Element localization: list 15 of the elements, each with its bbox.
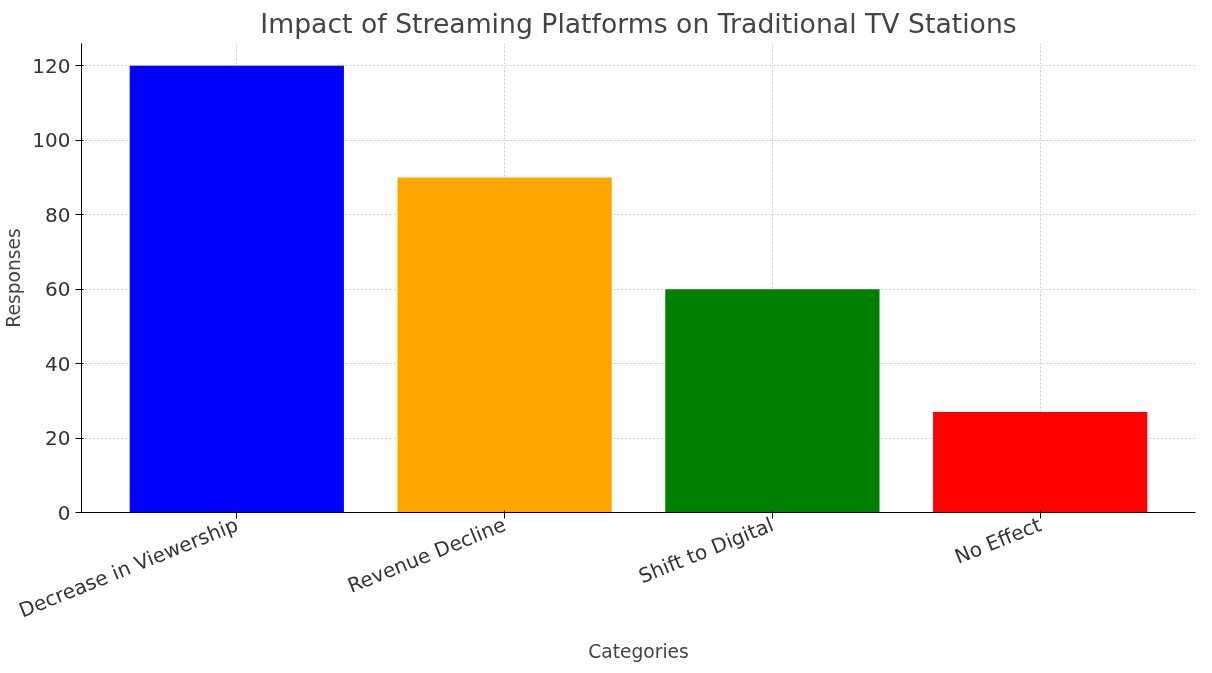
- bar: [933, 412, 1148, 513]
- y-axis-title: Responses: [3, 228, 25, 328]
- y-tick-label: 60: [45, 277, 71, 302]
- y-tick-label: 0: [57, 500, 71, 525]
- y-tick-label: 80: [45, 202, 71, 227]
- y-tick-label: 120: [32, 53, 71, 78]
- bar: [397, 177, 612, 513]
- x-axis-title: Categories: [588, 641, 689, 663]
- chart-title: Impact of Streaming Platforms on Traditional TV Stations: [260, 7, 1017, 39]
- bar: [665, 289, 880, 513]
- y-tick-label: 100: [32, 128, 71, 153]
- x-tick-label: No Effect: [951, 512, 1045, 569]
- y-tick-label: 20: [45, 426, 71, 451]
- y-tick-label: 40: [45, 351, 71, 376]
- bar: [129, 65, 344, 513]
